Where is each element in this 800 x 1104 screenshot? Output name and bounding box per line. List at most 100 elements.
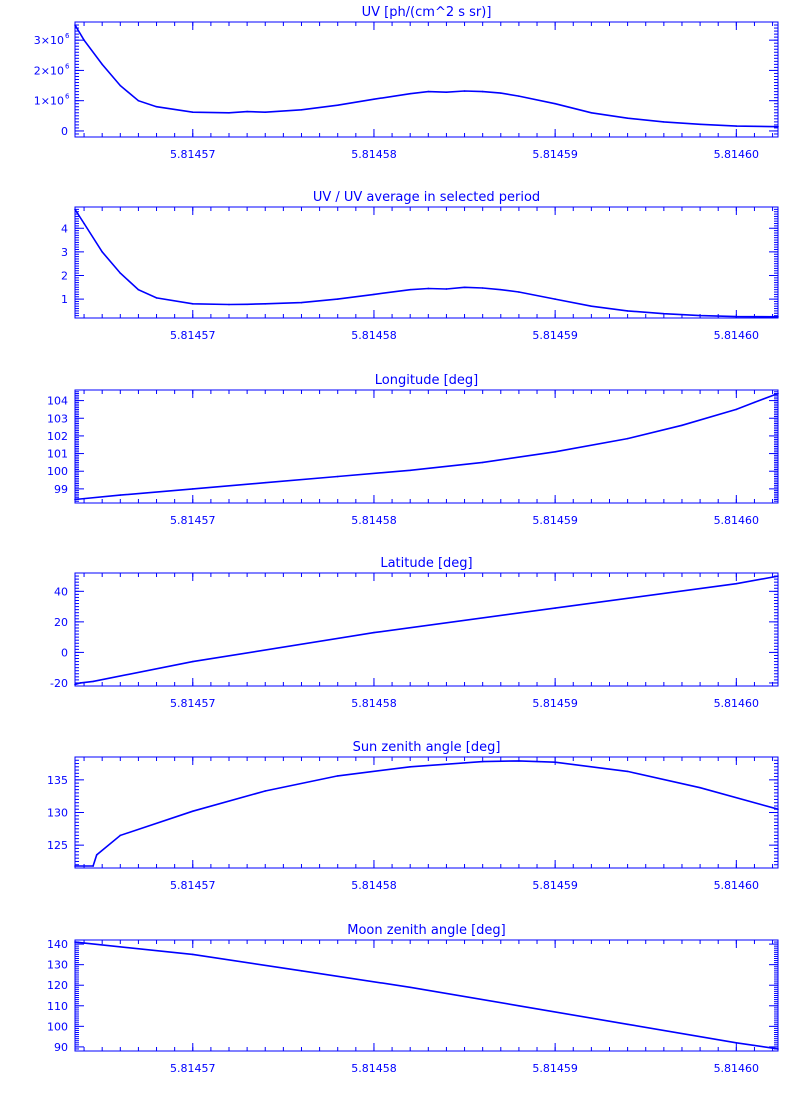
chart-panel-4: Latitude [deg] 5.81457 5.81458 5.81459 5.814… bbox=[50, 556, 779, 710]
x-tick-label: 5.81457 bbox=[170, 329, 216, 342]
data-point bbox=[264, 303, 267, 305]
data-point bbox=[155, 105, 158, 108]
chart-panel-3: Longitude [deg] 5.81457 5.81458 5.81459 5.81… bbox=[47, 373, 779, 527]
data-point bbox=[101, 251, 103, 253]
data-point bbox=[74, 208, 76, 211]
data-point bbox=[95, 854, 98, 856]
data-point bbox=[626, 1023, 629, 1026]
x-tick-label: 5.81460 bbox=[714, 879, 760, 892]
series-line bbox=[74, 575, 779, 686]
data-point bbox=[699, 123, 701, 126]
data-point bbox=[300, 108, 303, 111]
data-point bbox=[735, 125, 738, 127]
data-point bbox=[155, 297, 158, 299]
data-point bbox=[590, 111, 593, 114]
data-point bbox=[246, 303, 248, 306]
y-tick-label: 102 bbox=[47, 430, 68, 443]
y-tick-label: 2 bbox=[61, 269, 68, 282]
y-tick-label: 101 bbox=[47, 448, 68, 461]
data-point bbox=[264, 481, 267, 484]
panel-title: Moon zenith angle [deg] bbox=[347, 923, 505, 938]
data-point bbox=[427, 90, 430, 93]
data-point bbox=[101, 63, 103, 66]
data-point bbox=[191, 660, 194, 663]
y-tick-label: 130 bbox=[47, 807, 68, 820]
x-tick-label: 5.81459 bbox=[532, 879, 578, 892]
data-point bbox=[663, 312, 665, 315]
data-point bbox=[554, 607, 556, 609]
data-point bbox=[228, 111, 230, 114]
data-point bbox=[463, 286, 466, 289]
data-point bbox=[518, 1004, 520, 1007]
data-point bbox=[463, 90, 466, 92]
data-point bbox=[499, 92, 502, 94]
data-point bbox=[409, 288, 411, 291]
data-point bbox=[409, 469, 411, 472]
x-tick-label: 5.81460 bbox=[714, 148, 760, 161]
panel-title: Sun zenith angle [deg] bbox=[353, 740, 501, 755]
panel-title: Longitude [deg] bbox=[375, 373, 478, 388]
data-point bbox=[119, 834, 122, 837]
x-tick-label: 5.81459 bbox=[532, 148, 578, 161]
y-tick-label: 1×10 bbox=[34, 95, 64, 108]
data-point bbox=[699, 786, 701, 789]
data-point bbox=[753, 401, 756, 404]
data-point bbox=[626, 117, 629, 120]
data-point bbox=[79, 682, 82, 684]
data-point bbox=[264, 790, 267, 792]
x-tick-label: 5.81457 bbox=[170, 514, 216, 527]
data-point bbox=[554, 102, 556, 105]
data-point bbox=[481, 760, 484, 763]
data-point bbox=[119, 494, 122, 496]
data-point bbox=[264, 111, 267, 113]
chart-panel-5: Sun zenith angle [deg] 5.81457 5.81458 5.81… bbox=[47, 740, 779, 892]
y-tick-label: 99 bbox=[54, 483, 68, 496]
x-tick-label: 5.81459 bbox=[532, 697, 578, 710]
panel-title: UV / UV average in selected period bbox=[313, 190, 540, 205]
data-point bbox=[92, 680, 94, 683]
data-point bbox=[445, 288, 448, 290]
data-point bbox=[518, 760, 520, 762]
data-point bbox=[409, 765, 411, 768]
x-tick-label: 5.81457 bbox=[170, 879, 216, 892]
data-point bbox=[373, 98, 375, 100]
x-tick-label: 5.81460 bbox=[714, 329, 760, 342]
y-tick-label: 130 bbox=[47, 959, 68, 972]
data-point bbox=[518, 95, 520, 97]
y-tick-label: 2×10 bbox=[34, 64, 64, 77]
panel-title: Latitude [deg] bbox=[380, 556, 472, 571]
data-point bbox=[777, 316, 779, 318]
data-point bbox=[663, 121, 665, 123]
data-point bbox=[735, 315, 738, 318]
data-point bbox=[300, 970, 303, 972]
series-line bbox=[74, 941, 779, 1050]
y-tick-label: 120 bbox=[47, 979, 68, 992]
x-tick-label: 5.81457 bbox=[170, 697, 216, 710]
data-point bbox=[481, 461, 484, 464]
data-point bbox=[777, 575, 779, 577]
data-point bbox=[777, 392, 779, 395]
plot-frame bbox=[74, 21, 779, 138]
x-tick-label: 5.81458 bbox=[351, 514, 397, 527]
data-point bbox=[626, 437, 629, 440]
data-point bbox=[626, 770, 629, 773]
y-tick-label: 90 bbox=[54, 1041, 68, 1054]
data-point bbox=[137, 99, 140, 102]
data-point bbox=[777, 808, 779, 811]
panel-title: UV [ph/(cm^2 s sr)] bbox=[362, 5, 492, 20]
x-tick-label: 5.81458 bbox=[351, 329, 397, 342]
data-point bbox=[626, 310, 629, 312]
data-point bbox=[336, 104, 339, 107]
data-point bbox=[74, 683, 76, 686]
data-point bbox=[681, 424, 683, 427]
data-point bbox=[554, 298, 556, 300]
data-point bbox=[735, 582, 738, 585]
data-point bbox=[499, 288, 502, 291]
x-tick-label: 5.81458 bbox=[351, 879, 397, 892]
x-tick-label: 5.81458 bbox=[351, 148, 397, 161]
data-point bbox=[300, 301, 303, 304]
plot-frame bbox=[74, 572, 779, 687]
x-tick-label: 5.81457 bbox=[170, 148, 216, 161]
